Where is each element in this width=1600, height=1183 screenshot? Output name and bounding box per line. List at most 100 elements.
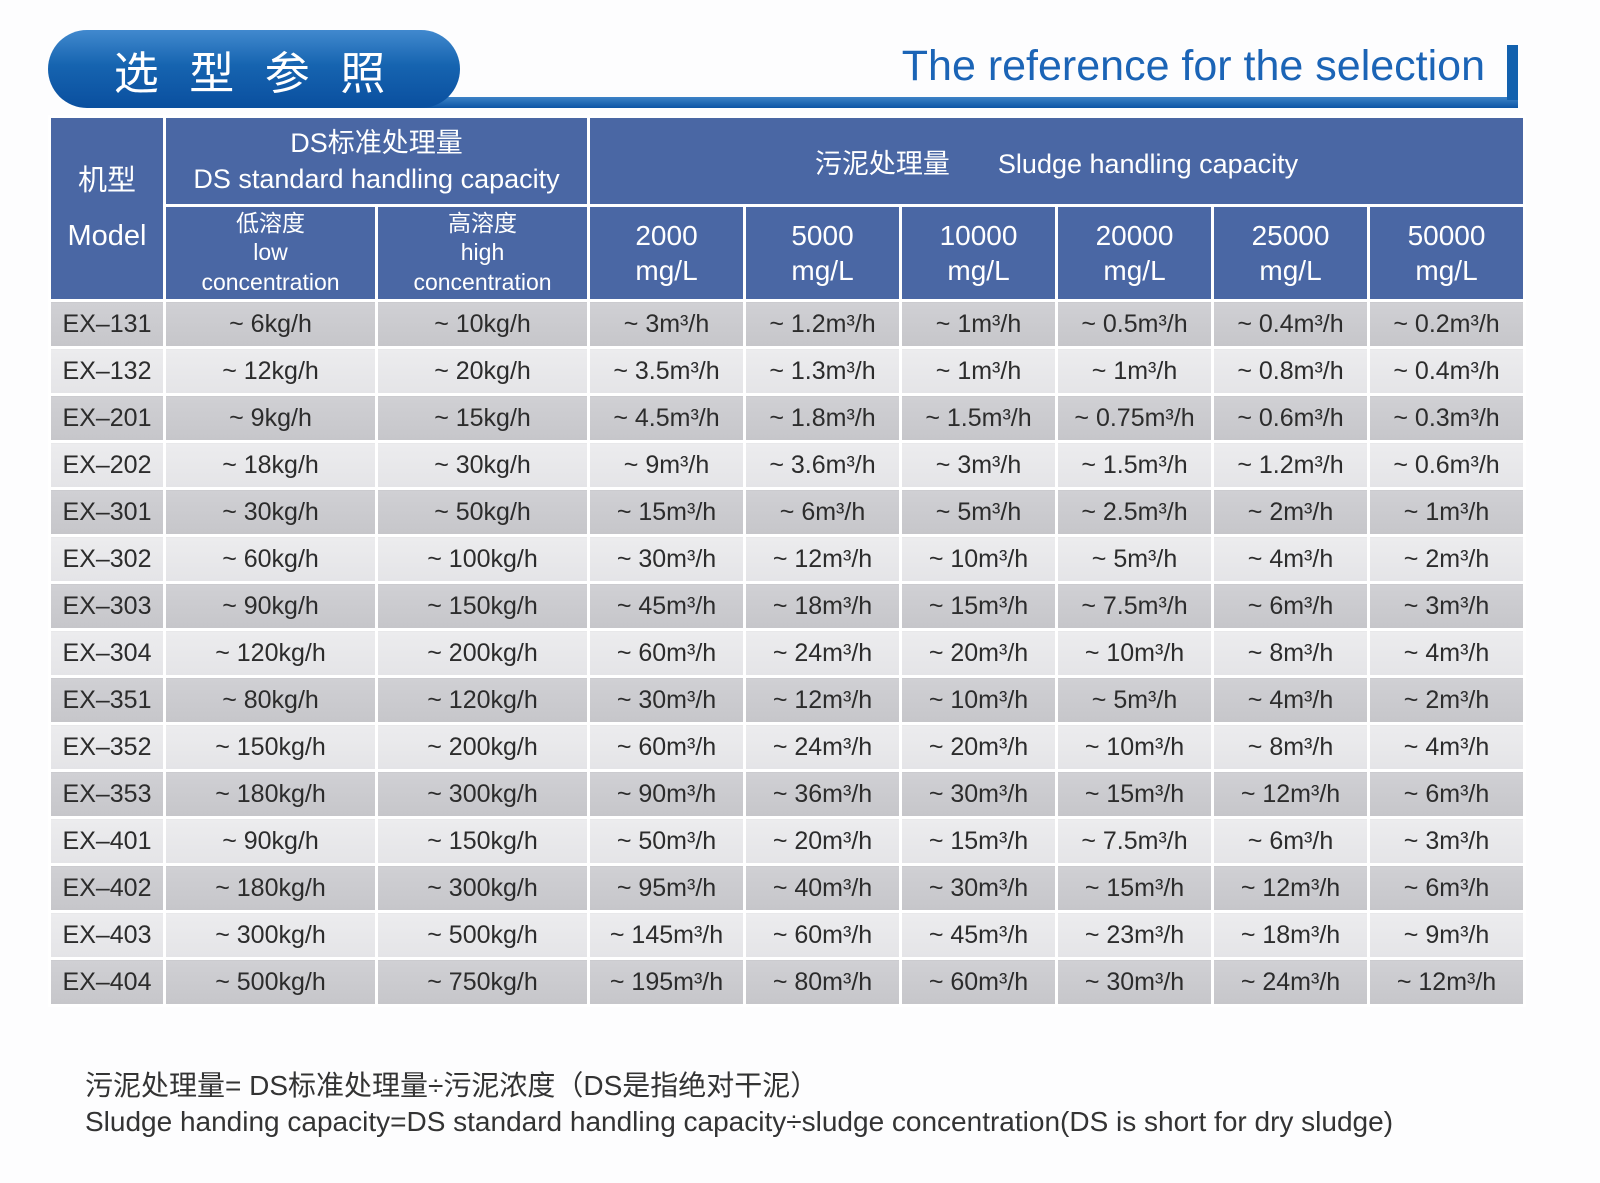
table-row: EX–304 ~ 120kg/h ~ 200kg/h ~ 60m³/h ~ 24m³/h… bbox=[48, 628, 1527, 678]
capacity-cell: ~ 24m³/h bbox=[743, 628, 903, 678]
high-capacity-cell: ~ 500kg/h bbox=[374, 910, 591, 960]
model-cell: EX–402 bbox=[48, 863, 166, 913]
model-cell: EX–403 bbox=[48, 910, 166, 960]
low-capacity-cell: ~ 12kg/h bbox=[163, 346, 378, 396]
high-capacity-cell: ~ 750kg/h bbox=[374, 957, 591, 1007]
capacity-cell: ~ 60m³/h bbox=[743, 910, 903, 960]
model-cell: EX–132 bbox=[48, 346, 166, 396]
table-row: EX–402 ~ 180kg/h ~ 300kg/h ~ 95m³/h ~ 40m³/h… bbox=[48, 863, 1527, 913]
capacity-cell: ~ 6m³/h bbox=[1367, 863, 1527, 913]
capacity-cell: ~ 3m³/h bbox=[899, 440, 1059, 490]
header-row-1: 机型 Model DS标准处理量 DS standard handling ca… bbox=[48, 115, 1527, 302]
capacity-cell: ~ 3.5m³/h bbox=[587, 346, 747, 396]
high-capacity-cell: ~ 120kg/h bbox=[374, 675, 591, 725]
capacity-cell: ~ 45m³/h bbox=[899, 910, 1059, 960]
capacity-cell: ~ 5m³/h bbox=[1055, 675, 1215, 725]
capacity-cell: ~ 12m³/h bbox=[743, 675, 903, 725]
capacity-cell: ~ 2m³/h bbox=[1367, 675, 1527, 725]
high-capacity-cell: ~ 150kg/h bbox=[374, 816, 591, 866]
capacity-cell: ~ 6m³/h bbox=[1211, 816, 1371, 866]
concentration-value: 25000 bbox=[1251, 220, 1330, 251]
model-cell: EX–301 bbox=[48, 487, 166, 537]
capacity-cell: ~ 45m³/h bbox=[587, 581, 747, 631]
low-capacity-cell: ~ 180kg/h bbox=[163, 863, 378, 913]
capacity-cell: ~ 5m³/h bbox=[1055, 534, 1215, 584]
capacity-cell: ~ 1.5m³/h bbox=[1055, 440, 1215, 490]
capacity-cell: ~ 1m³/h bbox=[1055, 346, 1215, 396]
table-body: EX–131 ~ 6kg/h ~ 10kg/h ~ 3m³/h ~ 1.2m³/h ~ 1… bbox=[48, 299, 1527, 1007]
col-header-sludge-capacity: 污泥处理量 Sludge handling capacity bbox=[587, 115, 1527, 207]
high-capacity-cell: ~ 150kg/h bbox=[374, 581, 591, 631]
low-capacity-cell: ~ 30kg/h bbox=[163, 487, 378, 537]
low-capacity-cell: ~ 300kg/h bbox=[163, 910, 378, 960]
table-row: EX–403 ~ 300kg/h ~ 500kg/h ~ 145m³/h ~ 60m³/… bbox=[48, 910, 1527, 960]
table-row: EX–351 ~ 80kg/h ~ 120kg/h ~ 30m³/h ~ 12m³/h ~… bbox=[48, 675, 1527, 725]
concentration-unit: mg/L bbox=[635, 255, 698, 286]
capacity-cell: ~ 0.8m³/h bbox=[1211, 346, 1371, 396]
low-capacity-cell: ~ 60kg/h bbox=[163, 534, 378, 584]
capacity-cell: ~ 1.2m³/h bbox=[1211, 440, 1371, 490]
capacity-cell: ~ 10m³/h bbox=[899, 534, 1059, 584]
concentration-value: 5000 bbox=[791, 220, 854, 251]
capacity-cell: ~ 0.75m³/h bbox=[1055, 393, 1215, 443]
model-cell: EX–201 bbox=[48, 393, 166, 443]
capacity-cell: ~ 18m³/h bbox=[743, 581, 903, 631]
model-cell: EX–401 bbox=[48, 816, 166, 866]
model-cell: EX–404 bbox=[48, 957, 166, 1007]
capacity-cell: ~ 20m³/h bbox=[899, 722, 1059, 772]
capacity-cell: ~ 60m³/h bbox=[587, 628, 747, 678]
capacity-cell: ~ 3m³/h bbox=[587, 299, 747, 349]
table-row: EX–201 ~ 9kg/h ~ 15kg/h ~ 4.5m³/h ~ 1.8m³/h ~… bbox=[48, 393, 1527, 443]
col-header-25000mgl: 25000 mg/L bbox=[1211, 204, 1371, 302]
capacity-cell: ~ 12m³/h bbox=[1367, 957, 1527, 1007]
footnote-zh: 污泥处理量= DS标准处理量÷污泥浓度（DS是指绝对干泥） bbox=[85, 1070, 819, 1101]
col-header-50000mgl: 50000 mg/L bbox=[1367, 204, 1527, 302]
high-capacity-cell: ~ 300kg/h bbox=[374, 863, 591, 913]
capacity-cell: ~ 3m³/h bbox=[1367, 816, 1527, 866]
model-cell: EX–351 bbox=[48, 675, 166, 725]
capacity-cell: ~ 24m³/h bbox=[1211, 957, 1371, 1007]
table-row: EX–401 ~ 90kg/h ~ 150kg/h ~ 50m³/h ~ 20m³/h ~… bbox=[48, 816, 1527, 866]
capacity-cell: ~ 0.6m³/h bbox=[1211, 393, 1371, 443]
capacity-cell: ~ 7.5m³/h bbox=[1055, 816, 1215, 866]
selection-reference-table: 机型 Model DS标准处理量 DS standard handling ca… bbox=[48, 115, 1527, 1007]
concentration-unit: mg/L bbox=[947, 255, 1010, 286]
low-capacity-cell: ~ 120kg/h bbox=[163, 628, 378, 678]
capacity-cell: ~ 95m³/h bbox=[587, 863, 747, 913]
capacity-cell: ~ 1m³/h bbox=[1367, 487, 1527, 537]
capacity-cell: ~ 9m³/h bbox=[587, 440, 747, 490]
concentration-value: 20000 bbox=[1095, 220, 1174, 251]
table-row: EX–404 ~ 500kg/h ~ 750kg/h ~ 195m³/h ~ 80m³/… bbox=[48, 957, 1527, 1007]
concentration-value: 10000 bbox=[939, 220, 1018, 251]
title-underline-cap bbox=[1507, 45, 1518, 100]
capacity-cell: ~ 1.3m³/h bbox=[743, 346, 903, 396]
capacity-cell: ~ 0.2m³/h bbox=[1367, 299, 1527, 349]
capacity-cell: ~ 80m³/h bbox=[743, 957, 903, 1007]
capacity-cell: ~ 195m³/h bbox=[587, 957, 747, 1007]
capacity-cell: ~ 0.3m³/h bbox=[1367, 393, 1527, 443]
ds-label-en: DS standard handling capacity bbox=[193, 164, 560, 194]
model-cell: EX–302 bbox=[48, 534, 166, 584]
capacity-cell: ~ 3.6m³/h bbox=[743, 440, 903, 490]
model-cell: EX–202 bbox=[48, 440, 166, 490]
capacity-cell: ~ 4m³/h bbox=[1211, 534, 1371, 584]
high-capacity-cell: ~ 10kg/h bbox=[374, 299, 591, 349]
table-row: EX–202 ~ 18kg/h ~ 30kg/h ~ 9m³/h ~ 3.6m³/h ~ … bbox=[48, 440, 1527, 490]
high-label-en-1: high bbox=[460, 239, 505, 266]
capacity-cell: ~ 20m³/h bbox=[743, 816, 903, 866]
capacity-cell: ~ 0.6m³/h bbox=[1367, 440, 1527, 490]
capacity-cell: ~ 15m³/h bbox=[1055, 863, 1215, 913]
capacity-cell: ~ 1.5m³/h bbox=[899, 393, 1059, 443]
col-header-model: 机型 Model bbox=[48, 115, 166, 302]
footnotes: 污泥处理量= DS标准处理量÷污泥浓度（DS是指绝对干泥） Sludge han… bbox=[85, 1068, 1393, 1140]
high-capacity-cell: ~ 200kg/h bbox=[374, 628, 591, 678]
high-capacity-cell: ~ 300kg/h bbox=[374, 769, 591, 819]
low-label-en-1: low bbox=[253, 239, 288, 266]
low-capacity-cell: ~ 500kg/h bbox=[163, 957, 378, 1007]
capacity-cell: ~ 0.4m³/h bbox=[1367, 346, 1527, 396]
title-underline bbox=[400, 97, 1518, 108]
concentration-unit: mg/L bbox=[1415, 255, 1478, 286]
low-capacity-cell: ~ 6kg/h bbox=[163, 299, 378, 349]
capacity-cell: ~ 36m³/h bbox=[743, 769, 903, 819]
